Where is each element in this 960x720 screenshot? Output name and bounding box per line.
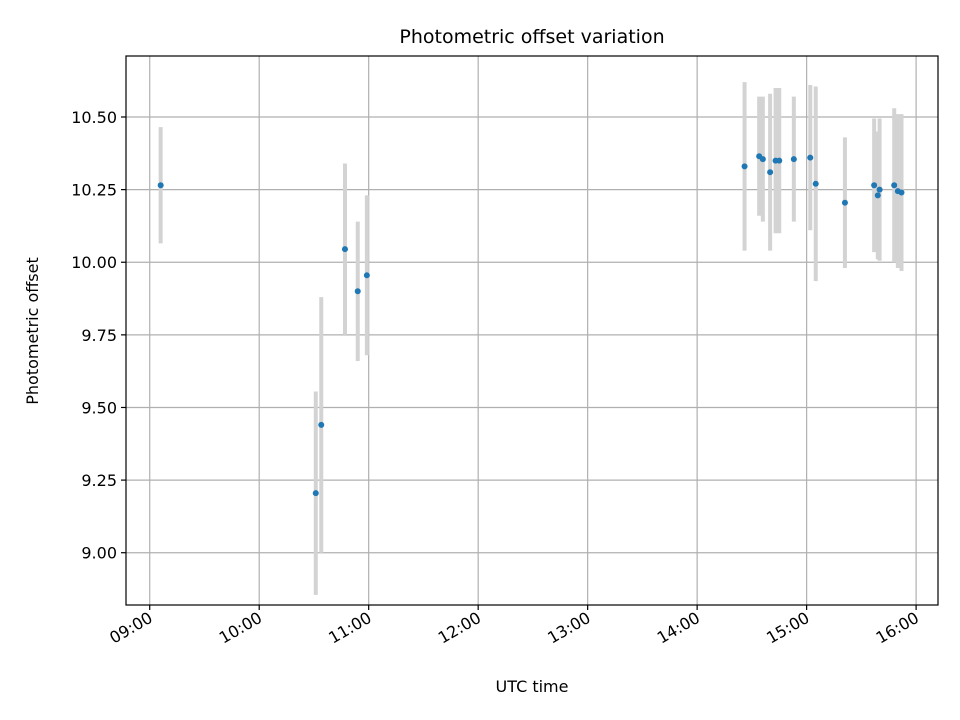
data-point xyxy=(759,156,766,163)
data-point xyxy=(767,169,774,176)
y-axis-label: Photometric offset xyxy=(23,257,42,405)
data-point xyxy=(812,180,819,187)
plot-frame xyxy=(125,55,939,606)
x-axis-label: UTC time xyxy=(496,677,569,696)
y-tick-label: 10.50 xyxy=(71,108,117,127)
data-point xyxy=(354,288,361,295)
data-point xyxy=(841,199,848,206)
grid xyxy=(126,56,938,605)
data-point xyxy=(776,157,783,164)
data-point xyxy=(874,192,881,199)
data-point xyxy=(341,246,348,253)
data-point xyxy=(363,272,370,279)
data-point xyxy=(790,156,797,163)
data-point xyxy=(898,189,905,196)
y-tick-label: 9.75 xyxy=(81,326,117,345)
data-point xyxy=(741,163,748,170)
data-point xyxy=(807,154,814,161)
data-point xyxy=(871,182,878,189)
data-point xyxy=(876,186,883,193)
data-point xyxy=(891,182,898,189)
y-tick-label: 9.25 xyxy=(81,471,117,490)
y-tick-label: 9.50 xyxy=(81,398,117,417)
data-point xyxy=(312,490,319,497)
data-point xyxy=(157,182,164,189)
chart-title: Photometric offset variation xyxy=(399,26,664,48)
y-axis-ticks: 9.00 9.25 9.50 9.75 10.00 10.25 10.50 xyxy=(71,108,126,563)
y-tick-label: 10.25 xyxy=(71,181,117,200)
data-points xyxy=(157,153,905,497)
data-point xyxy=(318,421,325,428)
y-tick-label: 10.00 xyxy=(71,253,117,272)
y-tick-label: 9.00 xyxy=(81,544,117,563)
